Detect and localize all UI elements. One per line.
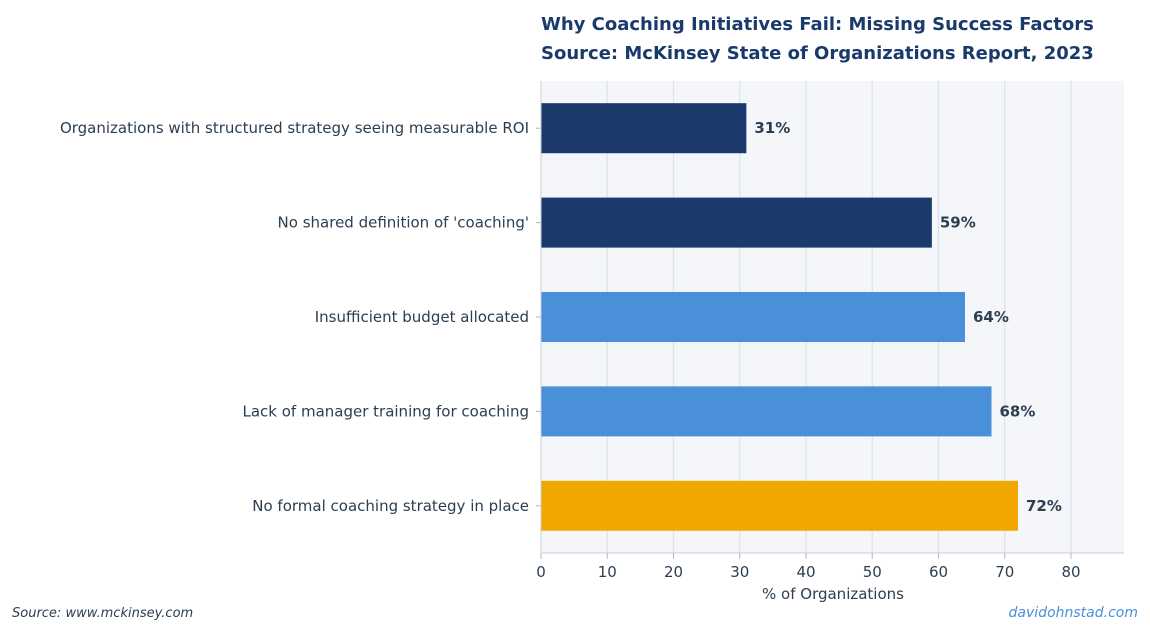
x-axis-label: % of Organizations <box>762 585 904 603</box>
bars-group: 31% 59% 64% 68% 72% <box>541 103 1062 531</box>
category-label-3: Insufficient budget allocated <box>315 308 529 326</box>
bar-1 <box>541 103 747 154</box>
bar-3 <box>541 291 965 343</box>
category-label-5: No formal coaching strategy in place <box>252 497 529 515</box>
bar-5 <box>541 480 1018 531</box>
value-label-2: 59% <box>940 214 976 232</box>
x-tick-label-70: 70 <box>995 563 1014 581</box>
value-label-1: 31% <box>754 119 790 137</box>
value-label-4: 68% <box>1000 402 1036 420</box>
category-label-2: No shared definition of 'coaching' <box>278 214 529 232</box>
axes-group: 0 10 20 30 40 50 60 70 80 Organizations with stru… <box>60 81 1124 581</box>
bar-4 <box>541 386 992 437</box>
bar-2 <box>541 197 932 248</box>
chart-subtitle: Source: McKinsey State of Organizations … <box>541 43 1094 64</box>
x-tick-label-80: 80 <box>1061 563 1080 581</box>
source-note: Source: www.mckinsey.com <box>12 606 194 621</box>
category-label-4: Lack of manager training for coaching <box>242 402 529 420</box>
x-tick-label-0: 0 <box>536 563 546 581</box>
x-tick-label-50: 50 <box>863 563 882 581</box>
chart-title: Why Coaching Initiatives Fail: Missing S… <box>541 14 1094 35</box>
x-tick-label-30: 30 <box>730 563 749 581</box>
credit-link[interactable]: davidohnstad.com <box>1008 605 1138 621</box>
x-tick-label-40: 40 <box>796 563 815 581</box>
value-label-5: 72% <box>1026 497 1062 515</box>
x-tick-label-20: 20 <box>664 563 683 581</box>
x-tick-label-10: 10 <box>598 563 617 581</box>
category-label-1: Organizations with structured strategy s… <box>60 119 529 137</box>
x-tick-label-60: 60 <box>929 563 948 581</box>
value-label-3: 64% <box>973 308 1009 326</box>
